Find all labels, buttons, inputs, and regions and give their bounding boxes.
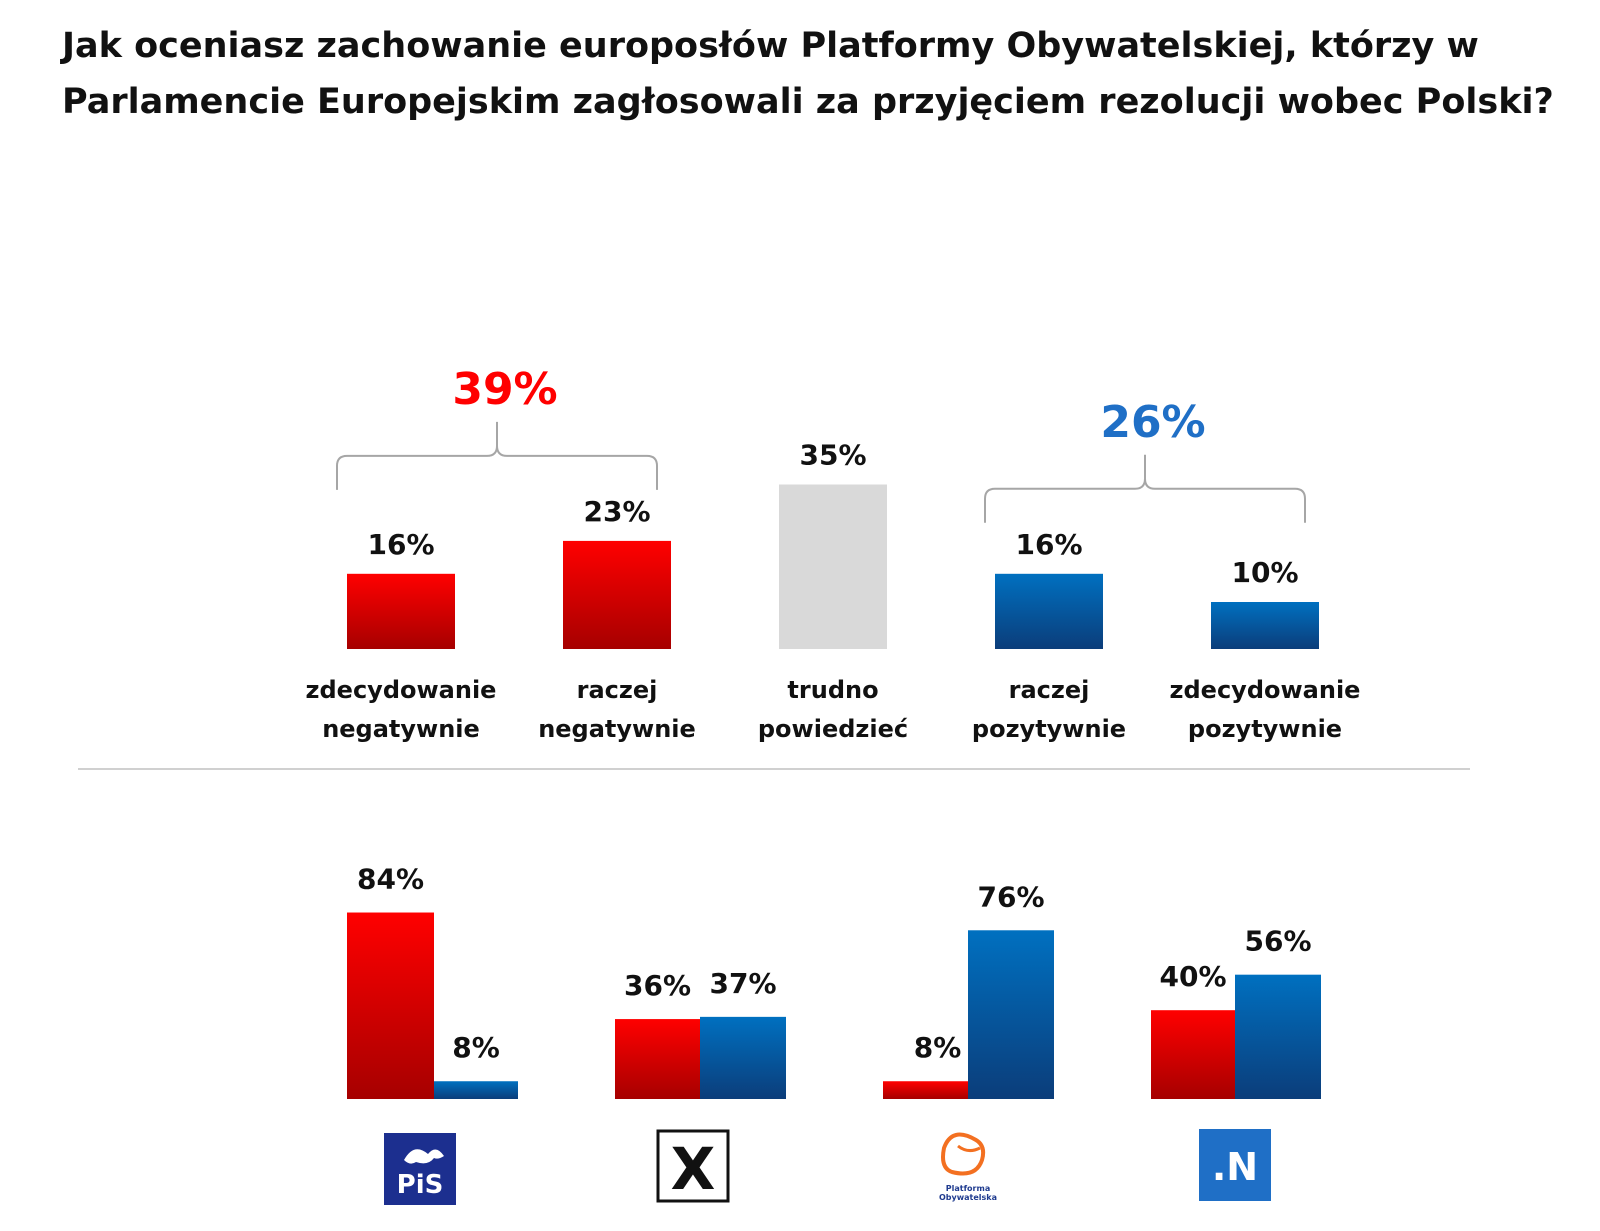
aggregate-label-positive: 26% — [1100, 397, 1205, 448]
bar-overall-0 — [347, 573, 455, 649]
value-label-overall-3: 16% — [1015, 528, 1082, 561]
bar-party-3-red — [1151, 1010, 1235, 1099]
value-label-party-2-blue: 76% — [977, 880, 1044, 913]
value-label-party-2-red: 8% — [914, 1031, 962, 1064]
pis-logo — [384, 1133, 456, 1205]
bar-party-3-blue — [1235, 974, 1321, 1099]
category-label-1-line1: raczej — [577, 676, 658, 704]
value-label-party-3-blue: 56% — [1244, 925, 1311, 958]
bar-party-2-red — [883, 1081, 968, 1099]
party-chart: 84% 8% 36% 37% 8% 76% 40% 56% — [347, 863, 1321, 1099]
category-label-1-line2: negatywnie — [538, 715, 696, 743]
bar-party-2-blue — [968, 930, 1054, 1099]
kukiz-logo-text: X — [671, 1135, 716, 1203]
value-label-party-0-blue: 8% — [452, 1031, 500, 1064]
chart-title: Jak oceniasz zachowanie europosłów Platf… — [62, 18, 1582, 130]
category-label-4-line2: pozytywnie — [1188, 715, 1342, 743]
bar-party-0-blue — [434, 1081, 518, 1099]
bar-overall-3 — [995, 573, 1103, 649]
po-heart-icon — [941, 1132, 986, 1176]
category-label-0-line1: zdecydowanie — [306, 676, 497, 704]
category-label-4-line1: zdecydowanie — [1170, 676, 1361, 704]
po-heart-inner-icon — [957, 1144, 981, 1153]
value-label-overall-0: 16% — [367, 528, 434, 561]
value-label-overall-2: 35% — [799, 439, 866, 472]
eagle-icon — [404, 1149, 444, 1164]
nowoczesna-logo-text: .N — [1212, 1145, 1258, 1189]
chart-title-line-1: Jak oceniasz zachowanie europosłów Platf… — [62, 26, 1479, 66]
value-label-party-1-red: 36% — [624, 969, 691, 1002]
category-label-2-line2: powiedzieć — [758, 715, 908, 743]
bar-party-1-blue — [700, 1016, 786, 1099]
aggregate-label-negative: 39% — [452, 364, 557, 415]
nowoczesna-logo — [1199, 1129, 1271, 1201]
category-label-3-line1: raczej — [1009, 676, 1090, 704]
po-logo-text-line2: Obywatelska — [939, 1193, 997, 1202]
bar-overall-2 — [779, 484, 887, 649]
bracket-positive — [984, 454, 1306, 523]
pis-logo-text: PiS — [397, 1170, 444, 1200]
category-label-0-line2: negatywnie — [322, 715, 480, 743]
kukiz-logo — [656, 1129, 730, 1203]
category-label-3-line2: pozytywnie — [972, 715, 1126, 743]
po-logo-text-line1: Platforma — [946, 1184, 990, 1193]
overall-chart: 16% zdecydowanie negatywnie 23% raczej negaty… — [306, 364, 1361, 743]
bar-overall-1 — [563, 540, 671, 649]
bracket-negative — [336, 421, 658, 490]
value-label-party-3-red: 40% — [1159, 960, 1226, 993]
bar-party-0-red — [347, 912, 434, 1099]
bar-party-1-red — [615, 1019, 700, 1099]
value-label-party-1-blue: 37% — [709, 967, 776, 1000]
chart-title-line-2: Parlamencie Europejskim zagłosowali za p… — [62, 82, 1554, 122]
value-label-party-0-red: 84% — [357, 863, 424, 896]
value-label-overall-1: 23% — [583, 495, 650, 528]
category-label-2-line1: trudno — [787, 676, 878, 704]
value-label-overall-4: 10% — [1231, 556, 1298, 589]
bar-overall-4 — [1211, 602, 1319, 649]
